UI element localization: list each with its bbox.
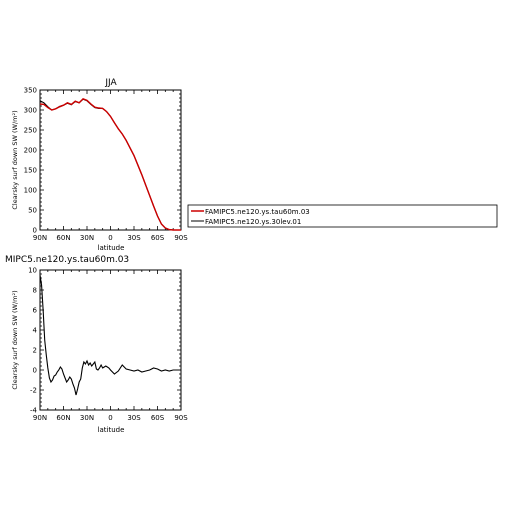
top-x-ticks: 90N 60N 30N 0 30S 60S 90S — [33, 90, 188, 242]
top-x-tick-label: 30N — [80, 234, 94, 242]
top-y-tick-label: 100 — [24, 187, 37, 195]
top-y-ticks: 0 50 100 150 200 250 300 350 — [24, 87, 181, 235]
bottom-y-tick-label: 2 — [33, 347, 37, 355]
bottom-y-tick-label: 0 — [33, 367, 37, 375]
top-x-tick-label: 90S — [174, 234, 188, 242]
top-y-tick-label: 300 — [24, 107, 37, 115]
bottom-series-lines — [39, 274, 181, 396]
top-y-tick-label: 250 — [24, 127, 37, 135]
top-x-tick-label: 90N — [33, 234, 47, 242]
top-y-axis-label: Clearsky surf down SW (W/m²) — [11, 110, 19, 209]
top-x-tick-label: 60S — [151, 234, 165, 242]
bottom-y-ticks: -4 -2 0 2 4 6 8 10 — [28, 267, 181, 415]
top-y-tick-label: 350 — [24, 87, 37, 95]
bottom-series-line-1 — [39, 274, 181, 396]
top-chart-title: JJA — [104, 78, 117, 88]
bottom-y-tick-label: 10 — [28, 267, 37, 275]
bottom-y-axis-label: Clearsky surf down SW (W/m²) — [11, 290, 19, 389]
bottom-x-tick-label: 30S — [127, 414, 141, 422]
top-x-tick-label: 0 — [108, 234, 112, 242]
top-y-tick-label: 50 — [28, 207, 37, 215]
bottom-plot-frame — [39, 269, 182, 411]
bottom-y-tick-label: 8 — [33, 287, 37, 295]
bottom-x-tick-label: 30N — [80, 414, 94, 422]
top-y-tick-label: 0 — [33, 227, 37, 235]
top-x-tick-label: 30S — [127, 234, 141, 242]
top-panel: JJA Clearsky surf down SW (W/m²) latitud… — [11, 78, 188, 252]
bottom-y-tick-label: -2 — [30, 387, 37, 395]
bottom-x-tick-label: 90S — [174, 414, 188, 422]
top-x-tick-label: 60N — [56, 234, 70, 242]
top-series-lines — [39, 97, 181, 231]
legend-entry-2: FAMIPC5.ne120.ys.30lev.01 — [205, 218, 301, 226]
bottom-x-ticks: 90N 60N 30N 0 30S 60S 90S — [33, 270, 188, 422]
bottom-x-tick-label: 0 — [108, 414, 112, 422]
bottom-x-tick-label: 60S — [151, 414, 165, 422]
bottom-x-axis-label: latitude — [98, 426, 125, 434]
legend-box — [187, 204, 498, 228]
top-plot-frame — [39, 89, 182, 231]
top-y-tick-label: 200 — [24, 147, 37, 155]
top-series-line-2 — [39, 98, 181, 231]
bottom-panel: MIPC5.ne120.ys.tau60m.03 Clearsky surf d… — [5, 255, 188, 434]
bottom-y-tick-label: 6 — [33, 307, 38, 315]
bottom-x-tick-label: 90N — [33, 414, 47, 422]
bottom-y-tick-label: -4 — [30, 407, 38, 415]
top-series-line-1 — [39, 97, 181, 231]
legend-entry-1: FAMIPC5.ne120.ys.tau60m.03 — [205, 208, 310, 216]
bottom-x-tick-label: 60N — [56, 414, 70, 422]
legend: FAMIPC5.ne120.ys.tau60m.03 FAMIPC5.ne120… — [187, 204, 498, 228]
bottom-chart-title: MIPC5.ne120.ys.tau60m.03 — [5, 255, 129, 265]
top-y-tick-label: 150 — [24, 167, 37, 175]
top-x-axis-label: latitude — [98, 244, 125, 252]
bottom-y-tick-label: 4 — [33, 327, 38, 335]
